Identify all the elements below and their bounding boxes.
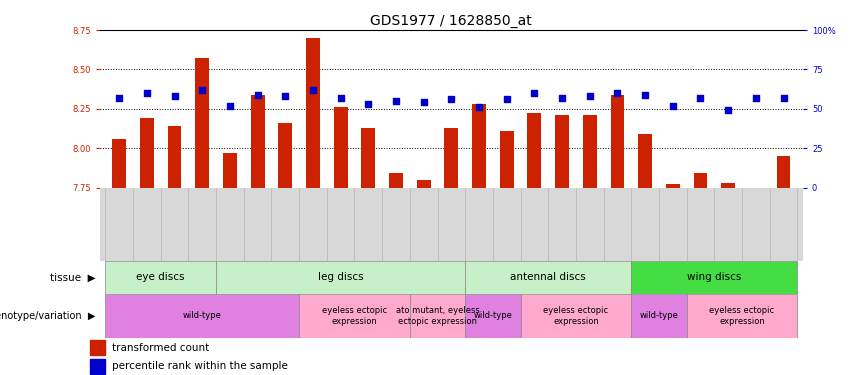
Text: wild-type: wild-type xyxy=(640,311,679,320)
Text: eyeless ectopic
expression: eyeless ectopic expression xyxy=(543,306,608,326)
Point xyxy=(582,93,596,99)
Bar xyxy=(112,139,126,188)
Bar xyxy=(140,118,154,188)
Bar xyxy=(279,123,293,188)
Text: ato mutant, eyeless
ectopic expression: ato mutant, eyeless ectopic expression xyxy=(396,306,479,326)
Bar xyxy=(444,128,458,188)
Point xyxy=(112,95,126,101)
Point xyxy=(223,103,237,109)
Bar xyxy=(389,173,403,188)
Bar xyxy=(333,107,347,188)
Point xyxy=(333,95,347,101)
Text: wild-type: wild-type xyxy=(473,311,512,320)
Bar xyxy=(687,294,798,338)
Bar xyxy=(631,261,798,294)
Bar xyxy=(410,294,465,338)
Text: eyeless ectopic
expression: eyeless ectopic expression xyxy=(322,306,387,326)
Bar xyxy=(631,294,687,338)
Point xyxy=(389,98,403,104)
Bar xyxy=(472,104,486,188)
Point xyxy=(361,101,375,107)
Bar xyxy=(89,359,105,374)
Text: antennal discs: antennal discs xyxy=(510,273,586,282)
Bar xyxy=(299,294,410,338)
Title: GDS1977 / 1628850_at: GDS1977 / 1628850_at xyxy=(371,13,532,28)
Bar xyxy=(721,183,735,188)
Point xyxy=(251,92,265,98)
Bar xyxy=(500,131,514,188)
Bar xyxy=(361,128,375,188)
Bar xyxy=(556,115,569,188)
Bar xyxy=(251,94,265,188)
Point xyxy=(528,90,542,96)
Text: transformed count: transformed count xyxy=(112,343,209,353)
Text: genotype/variation  ▶: genotype/variation ▶ xyxy=(0,311,95,321)
Bar xyxy=(582,115,596,188)
Bar xyxy=(465,294,521,338)
Text: percentile rank within the sample: percentile rank within the sample xyxy=(112,361,287,371)
Bar xyxy=(610,94,624,188)
Bar xyxy=(105,294,299,338)
Bar xyxy=(223,153,237,188)
Point xyxy=(777,95,791,101)
Point xyxy=(306,87,320,93)
Point xyxy=(140,90,154,96)
Text: wing discs: wing discs xyxy=(687,273,741,282)
Point xyxy=(195,87,209,93)
Point xyxy=(721,107,735,113)
Text: wild-type: wild-type xyxy=(183,311,221,320)
Bar xyxy=(105,261,216,294)
Point xyxy=(694,95,707,101)
Bar xyxy=(195,58,209,188)
Point xyxy=(444,96,458,102)
Point xyxy=(610,90,624,96)
Bar xyxy=(465,261,631,294)
Bar xyxy=(694,173,707,188)
Point xyxy=(500,96,514,102)
Point xyxy=(556,95,569,101)
Bar xyxy=(216,261,465,294)
Point xyxy=(279,93,293,99)
Bar xyxy=(89,340,105,355)
Bar xyxy=(666,184,680,188)
Text: leg discs: leg discs xyxy=(318,273,364,282)
Bar xyxy=(417,180,431,188)
Bar xyxy=(528,114,542,188)
Point xyxy=(666,103,680,109)
Point xyxy=(168,93,181,99)
Bar xyxy=(168,126,181,188)
Bar xyxy=(777,156,791,188)
Bar xyxy=(521,294,631,338)
Bar xyxy=(306,38,320,188)
Point xyxy=(638,92,652,98)
Text: eyeless ectopic
expression: eyeless ectopic expression xyxy=(709,306,774,326)
Point xyxy=(417,99,431,105)
Bar xyxy=(638,134,652,188)
Text: tissue  ▶: tissue ▶ xyxy=(49,273,95,282)
Point xyxy=(749,95,763,101)
Text: eye discs: eye discs xyxy=(136,273,185,282)
Point xyxy=(472,104,486,110)
